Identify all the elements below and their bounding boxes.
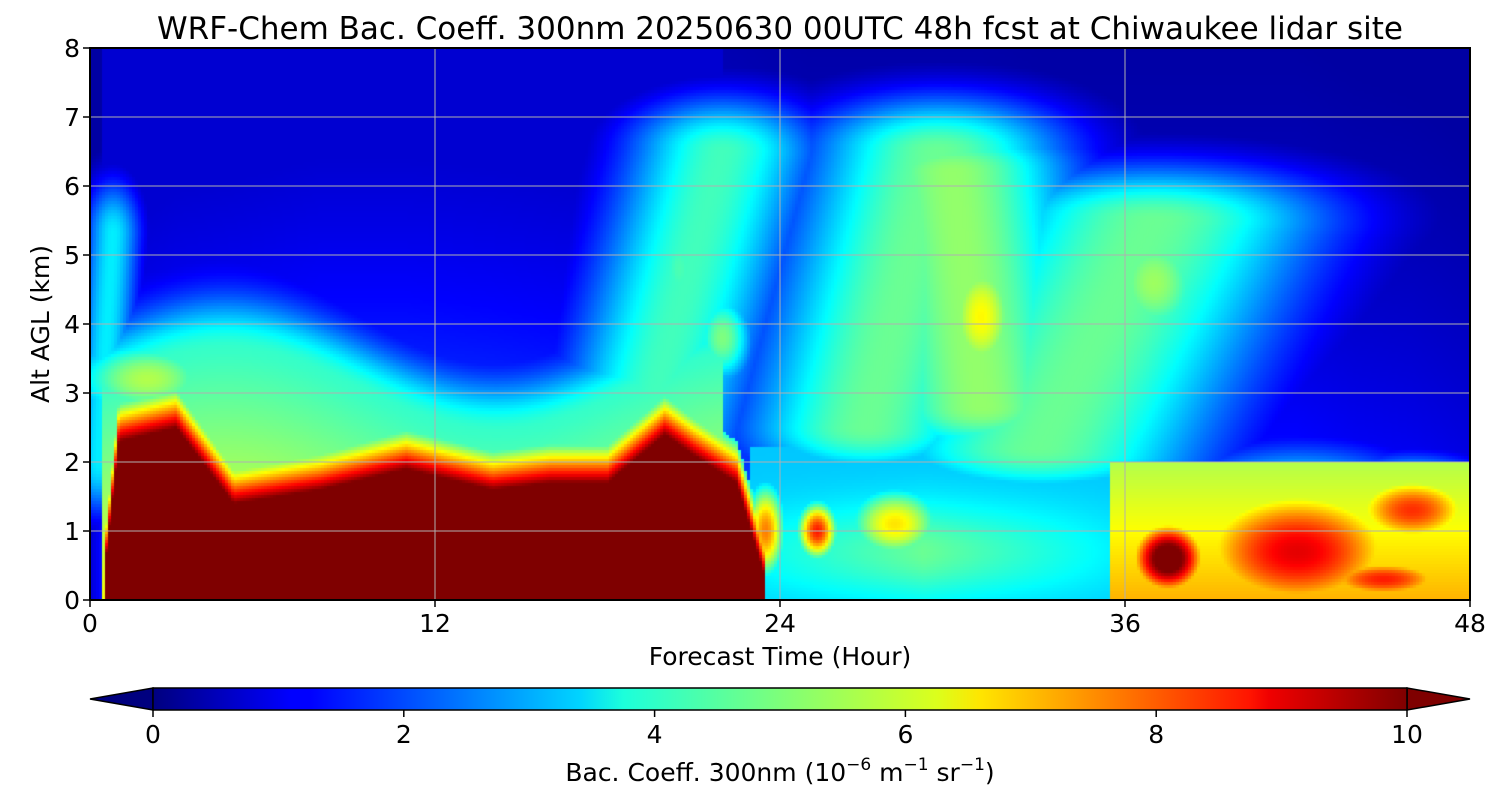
colorbar-tick-label: 10 (1391, 720, 1423, 749)
chart-title: WRF-Chem Bac. Coeff. 300nm 20250630 00UT… (157, 11, 1403, 47)
y-tick-label: 1 (64, 517, 80, 546)
colorbar-label-exp1: −6 (846, 755, 871, 775)
colorbar-label-main: Bac. Coeff. 300nm (10 (565, 758, 846, 787)
colorbar-extend-max (1406, 687, 1471, 711)
y-tick-label: 8 (64, 34, 80, 63)
x-axis-label: Forecast Time (Hour) (649, 642, 912, 671)
y-tick-label: 2 (64, 448, 80, 477)
colorbar-label: Bac. Coeff. 300nm (10−6 m−1 sr−1) (565, 755, 994, 787)
y-tick-label: 7 (64, 103, 80, 132)
y-tick-label: 5 (64, 241, 80, 270)
x-axis: 0 12 24 36 48 (82, 600, 1486, 638)
colorbar-tick-label: 6 (897, 720, 913, 749)
y-tick-label: 3 (64, 379, 80, 408)
colorbar-ticks: 0 2 4 6 8 10 (145, 710, 1423, 749)
y-tick-label: 4 (64, 310, 80, 339)
colorbar-tick-label: 2 (396, 720, 412, 749)
colorbar: 0 2 4 6 8 10 Bac. Coeff. 300nm (10−6 m−1 sr−1… (89, 687, 1471, 787)
x-tick-label: 24 (764, 609, 796, 638)
colorbar-tick-label: 8 (1148, 720, 1164, 749)
x-tick-label: 12 (419, 609, 451, 638)
colorbar-label-mid: m (871, 758, 903, 787)
colorbar-label-end: sr (929, 758, 961, 787)
colorbar-body (152, 687, 1408, 711)
colorbar-tick-label: 0 (145, 720, 161, 749)
colorbar-label-exp3: −1 (960, 755, 985, 775)
x-tick-label: 36 (1109, 609, 1141, 638)
colorbar-tick-label: 4 (647, 720, 663, 749)
colorbar-label-exp2: −1 (904, 755, 929, 775)
colorbar-label-close: ) (985, 758, 995, 787)
y-tick-label: 6 (64, 172, 80, 201)
x-tick-label: 48 (1454, 609, 1486, 638)
x-tick-label: 0 (82, 609, 98, 638)
colorbar-extend-min (89, 687, 154, 711)
y-axis-label: Alt AGL (km) (26, 245, 55, 403)
y-tick-label: 0 (64, 586, 80, 615)
y-axis: 0 1 2 3 4 5 6 7 8 (64, 34, 90, 615)
